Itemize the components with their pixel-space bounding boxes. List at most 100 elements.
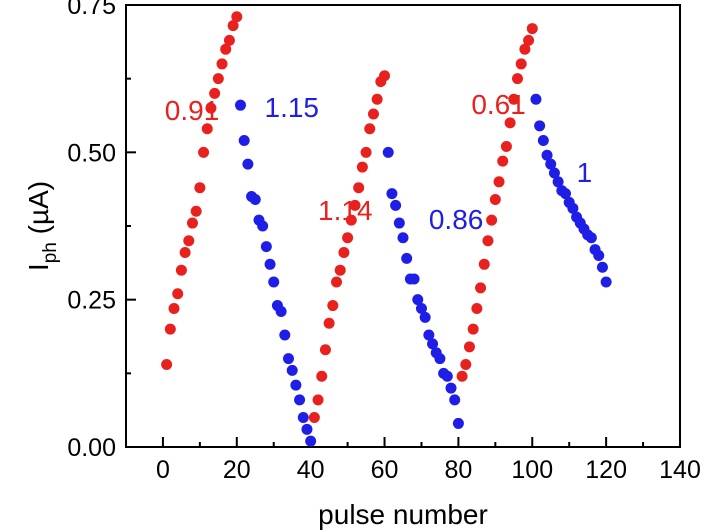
y-tick-label: 0.75 [67,0,116,20]
data-point [511,73,523,85]
annotations: 0.91 1.15 1.14 0.86 0.61 1 [165,89,592,235]
data-point [161,358,173,370]
data-point [593,249,605,261]
data-point [401,252,413,264]
data-point [209,87,221,99]
data-point [523,34,535,46]
data-point [216,58,228,70]
x-tick-label: 100 [511,456,553,484]
data-point [390,199,402,211]
data-point [493,176,505,188]
data-point [175,264,187,276]
data-point [323,317,335,329]
data-point [419,311,431,323]
data-point [456,370,468,382]
x-tick-label: 40 [297,456,325,484]
data-point [308,412,320,424]
data-point [220,43,232,55]
data-point [397,232,409,244]
data-point [164,323,176,335]
data-point [567,202,579,214]
data-point [508,93,520,105]
data-point [297,412,309,424]
data-point [371,93,383,105]
data-point [194,182,206,194]
x-tick-label: 0 [156,456,170,484]
data-point [548,167,560,179]
slope-annotation: 0.61 [471,89,526,120]
data-point [172,288,184,300]
data-point [294,394,306,406]
data-point [279,329,291,341]
y-axis-title-text: Iph (µA) [23,181,61,271]
data-point [179,247,191,259]
data-point [360,146,372,158]
data-point [249,193,261,205]
x-tick-label: 60 [371,456,399,484]
data-point [345,214,357,226]
data-point [268,276,280,288]
data-point [356,161,368,173]
data-point [434,353,446,365]
data-point [327,300,339,312]
slope-annotation: 1 [577,157,593,188]
data-point [452,417,464,429]
data-point [234,99,246,111]
data-point [264,258,276,270]
data-point [478,258,490,270]
data-point [463,341,475,353]
data-point [445,382,457,394]
x-tick-label: 120 [585,456,627,484]
data-point [504,117,516,129]
data-point [286,364,298,376]
data-point [460,358,472,370]
data-point [168,303,180,315]
data-point [386,188,398,200]
data-point [500,140,512,152]
x-axis-title: pulse number [318,499,488,530]
slope-annotation: 0.91 [165,95,220,126]
data-point [489,193,501,205]
data-point [408,273,420,285]
data-point [412,294,424,306]
slope-annotation: 0.86 [429,204,484,235]
data-point [530,93,542,105]
data-point [600,276,612,288]
data-point [305,435,317,447]
data-point [382,146,394,158]
y-tick-label: 0.00 [67,434,116,462]
data-point [541,149,553,161]
data-point [367,108,379,120]
axis-ticks [125,4,681,448]
data-point [238,135,250,147]
data-point [205,102,217,114]
data-point [227,20,239,32]
data-point [441,370,453,382]
data-point [212,73,224,85]
data-point [596,261,608,273]
data-point [349,199,361,211]
data-point [482,235,494,247]
data-point [475,282,487,294]
data-point [242,158,254,170]
data-point [260,241,272,253]
data-point [364,123,376,135]
data-point [467,323,479,335]
data-point [201,123,213,135]
data-point [331,276,343,288]
axis-tick-labels: 0 20 40 60 80 100 120 140 0.00 0.25 0.50 0.75 [67,0,701,484]
x-tick-label: 20 [223,456,251,484]
data-point [342,232,354,244]
data-point [415,303,427,315]
data-point [290,379,302,391]
slope-annotation: 1.15 [265,92,320,123]
data-point [379,70,391,82]
data-point [283,353,295,365]
data-point [560,188,572,200]
data-point [585,232,597,244]
data-point [552,176,564,188]
data-point [190,205,202,217]
x-tick-label: 80 [444,456,472,484]
y-axis-title: Iph (µA) [23,181,61,271]
data-point [231,11,243,23]
